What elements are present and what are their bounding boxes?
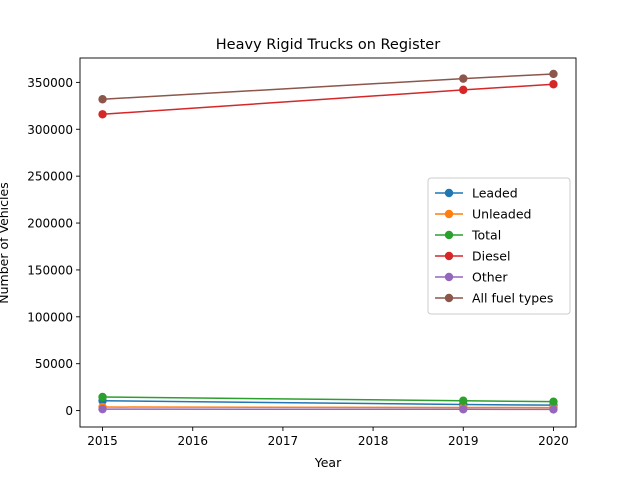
x-tick-label-5: 2020: [538, 434, 569, 448]
plot-area: 2015 2016 2017 2018 2019 2020 0 50000 100000 1500…: [27, 57, 577, 448]
x-tick-label-0: 2015: [87, 434, 118, 448]
data-point-3-2: [549, 80, 558, 89]
y-tick-label-1: 50000: [35, 357, 73, 371]
legend-marker-4: [444, 272, 454, 282]
legend-marker-3: [444, 251, 454, 261]
legend-label-5: All fuel types: [472, 291, 553, 306]
y-tick-label-2: 100000: [27, 310, 73, 324]
legend-label-4: Other: [472, 270, 508, 285]
y-tick-label-5: 250000: [27, 170, 73, 184]
x-axis-label: Year: [314, 455, 342, 470]
legend-label-2: Total: [471, 228, 501, 243]
x-tick-label-4: 2019: [448, 434, 479, 448]
data-point-3-0: [98, 110, 107, 119]
y-tick-label-0: 0: [65, 404, 73, 418]
data-point-4-2: [549, 405, 558, 414]
data-point-4-0: [98, 404, 107, 414]
data-point-5-2: [549, 69, 558, 79]
chart-title: Heavy Rigid Trucks on Register: [216, 37, 440, 53]
legend-label-3: Diesel: [472, 249, 510, 264]
x-tick-label-3: 2018: [358, 434, 389, 448]
series-line-1: [102, 406, 554, 409]
data-point-2-2: [549, 397, 558, 406]
y-tick-label-3: 150000: [27, 263, 73, 277]
x-tick-label-1: 2016: [177, 434, 208, 448]
legend-marker-0: [444, 188, 454, 198]
legend: Leaded Unleaded Total Diesel Other All fuel t…: [427, 177, 571, 315]
x-tick-label-2: 2017: [268, 434, 299, 448]
data-point-2-1: [459, 396, 468, 405]
axes-frame: [79, 57, 577, 428]
y-tick-label-6: 300000: [27, 123, 73, 137]
legend-box: [427, 177, 571, 315]
legend-marker-5: [444, 293, 454, 303]
legend-label-0: Leaded: [472, 186, 518, 201]
legend-label-1: Unleaded: [472, 207, 531, 222]
legend-marker-2: [444, 230, 454, 240]
legend-marker-1: [444, 209, 454, 219]
y-axis-label: Number of Vehicles: [0, 182, 11, 303]
data-point-5-0: [98, 95, 107, 104]
y-tick-label-7: 350000: [27, 76, 73, 90]
y-tick-label-4: 200000: [27, 217, 73, 231]
data-point-5-1: [459, 74, 468, 83]
data-point-2-0: [98, 392, 107, 402]
data-point-4-1: [459, 405, 468, 414]
data-point-3-1: [459, 85, 468, 95]
